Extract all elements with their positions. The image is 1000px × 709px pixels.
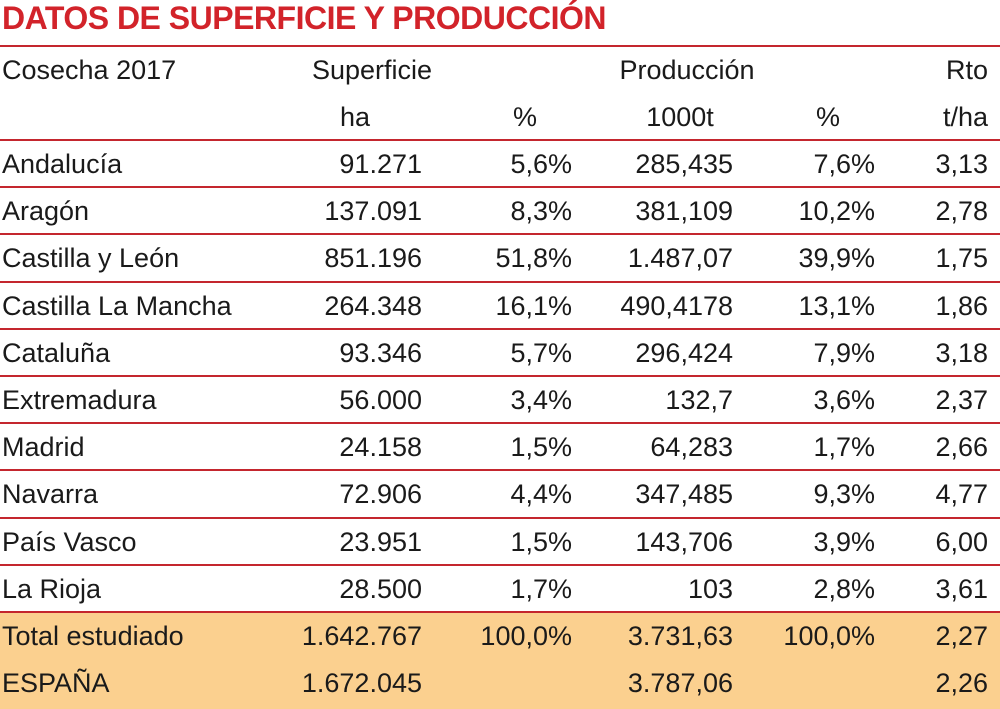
row-label: Madrid [2,432,85,463]
cell-value: 100,0% [783,621,875,651]
cell-value: 28.500 [339,573,422,604]
rule [0,45,1000,47]
cell-value: 2,26 [935,668,988,699]
cell-value: 7,6% [813,149,875,179]
cell-value: 56.000 [339,385,422,415]
column-unit: t/ha [942,102,988,132]
cell-value: 1,5% [510,432,572,463]
cell-value: 100,0% [480,621,572,651]
cell-value: 5,7% [510,337,572,368]
cell-value: 10,2% [798,196,875,227]
cell-value: 1,5% [510,526,572,557]
cell-value: 3,9% [813,526,875,557]
cell-value: 137.091 [324,196,422,227]
cell-value: 23.951 [339,526,422,557]
row-label: Total estudiado [2,621,184,651]
cell-value: 3,18 [935,337,988,368]
cell-value: 13,1% [798,290,875,321]
cell-value: 1.642.767 [301,621,422,651]
cell-value: 132,7 [665,385,733,415]
row-label: Castilla y León [2,243,180,274]
cell-value: 2,66 [935,432,988,463]
row-rule [0,139,1000,141]
row-rule [0,280,1000,283]
row-label: Castilla La Mancha [2,290,232,321]
cell-value: 3,6% [813,385,875,415]
column-unit: ha [339,102,371,132]
cell-value: 91.271 [339,149,422,179]
column-unit: % [512,102,537,132]
row-rule [0,186,1000,189]
row-rule [0,516,1000,519]
row-rule [0,375,1000,377]
cell-value: 2,8% [813,573,875,604]
cell-value: 1.672.045 [301,668,422,699]
row-label: País Vasco [2,526,137,557]
column-unit: % [815,102,840,132]
cell-value: 5,6% [510,149,572,179]
column-group: Rto [945,55,988,85]
cell-value: 1,75 [935,243,988,274]
cell-value: 143,706 [635,526,733,557]
cell-value: 264.348 [324,290,422,321]
cell-value: 3.731,63 [627,621,733,651]
row-label: La Rioja [2,573,102,604]
cell-value: 9,3% [813,479,875,510]
cell-value: 3,13 [935,149,988,179]
cell-value: 1,7% [813,432,875,463]
cell-value: 3,4% [510,385,572,415]
cell-value: 3,61 [935,573,988,604]
cell-value: 6,00 [935,526,988,557]
cell-value: 93.346 [339,337,422,368]
row-label: Extremadura [2,385,157,415]
cell-value: 296,424 [635,337,733,368]
cell-value: 39,9% [798,243,875,274]
cell-value: 3.787,06 [627,668,733,699]
total-band [0,613,1000,709]
row-rule [0,327,1000,330]
cell-value: 2,27 [935,621,988,651]
row-rule [0,563,1000,566]
row-label: Navarra [2,479,99,510]
cell-value: 381,109 [635,196,733,227]
row-rule [0,422,1000,425]
column-group: Producción [619,55,755,85]
row-rule [0,469,1000,472]
cell-value: 4,77 [935,479,988,510]
cell-value: 347,485 [635,479,733,510]
cell-value: 490,4178 [620,290,733,321]
cell-value: 1,86 [935,290,988,321]
cell-value: 1.487,07 [627,243,733,274]
cell-value: 285,435 [635,149,733,179]
row-rule [0,611,1000,613]
row-label: ESPAÑA [2,668,110,699]
cell-value: 103 [687,573,733,604]
cell-value: 2,78 [935,196,988,227]
row-label: Andalucía [2,149,123,179]
cell-value: 4,4% [510,479,572,510]
cell-value: 72.906 [339,479,422,510]
cell-value: 8,3% [510,196,572,227]
cell-value: 7,9% [813,337,875,368]
row-label: Aragón [2,196,90,227]
cell-value: 64,283 [650,432,733,463]
row-label: Cataluña [2,337,111,368]
column-group: Superficie [311,55,433,85]
cell-value: 16,1% [495,290,572,321]
cell-value: 51,8% [495,243,572,274]
cell-value: 2,37 [935,385,988,415]
cell-value: 24.158 [339,432,422,463]
cell-value: 851.196 [324,243,422,274]
title: DATOS DE SUPERFICIE Y PRODUCCIÓN [2,0,606,36]
cell-value: 1,7% [510,573,572,604]
row-rule [0,233,1000,236]
caption: Cosecha 2017 [2,55,177,85]
column-unit: 1000t [646,102,714,132]
